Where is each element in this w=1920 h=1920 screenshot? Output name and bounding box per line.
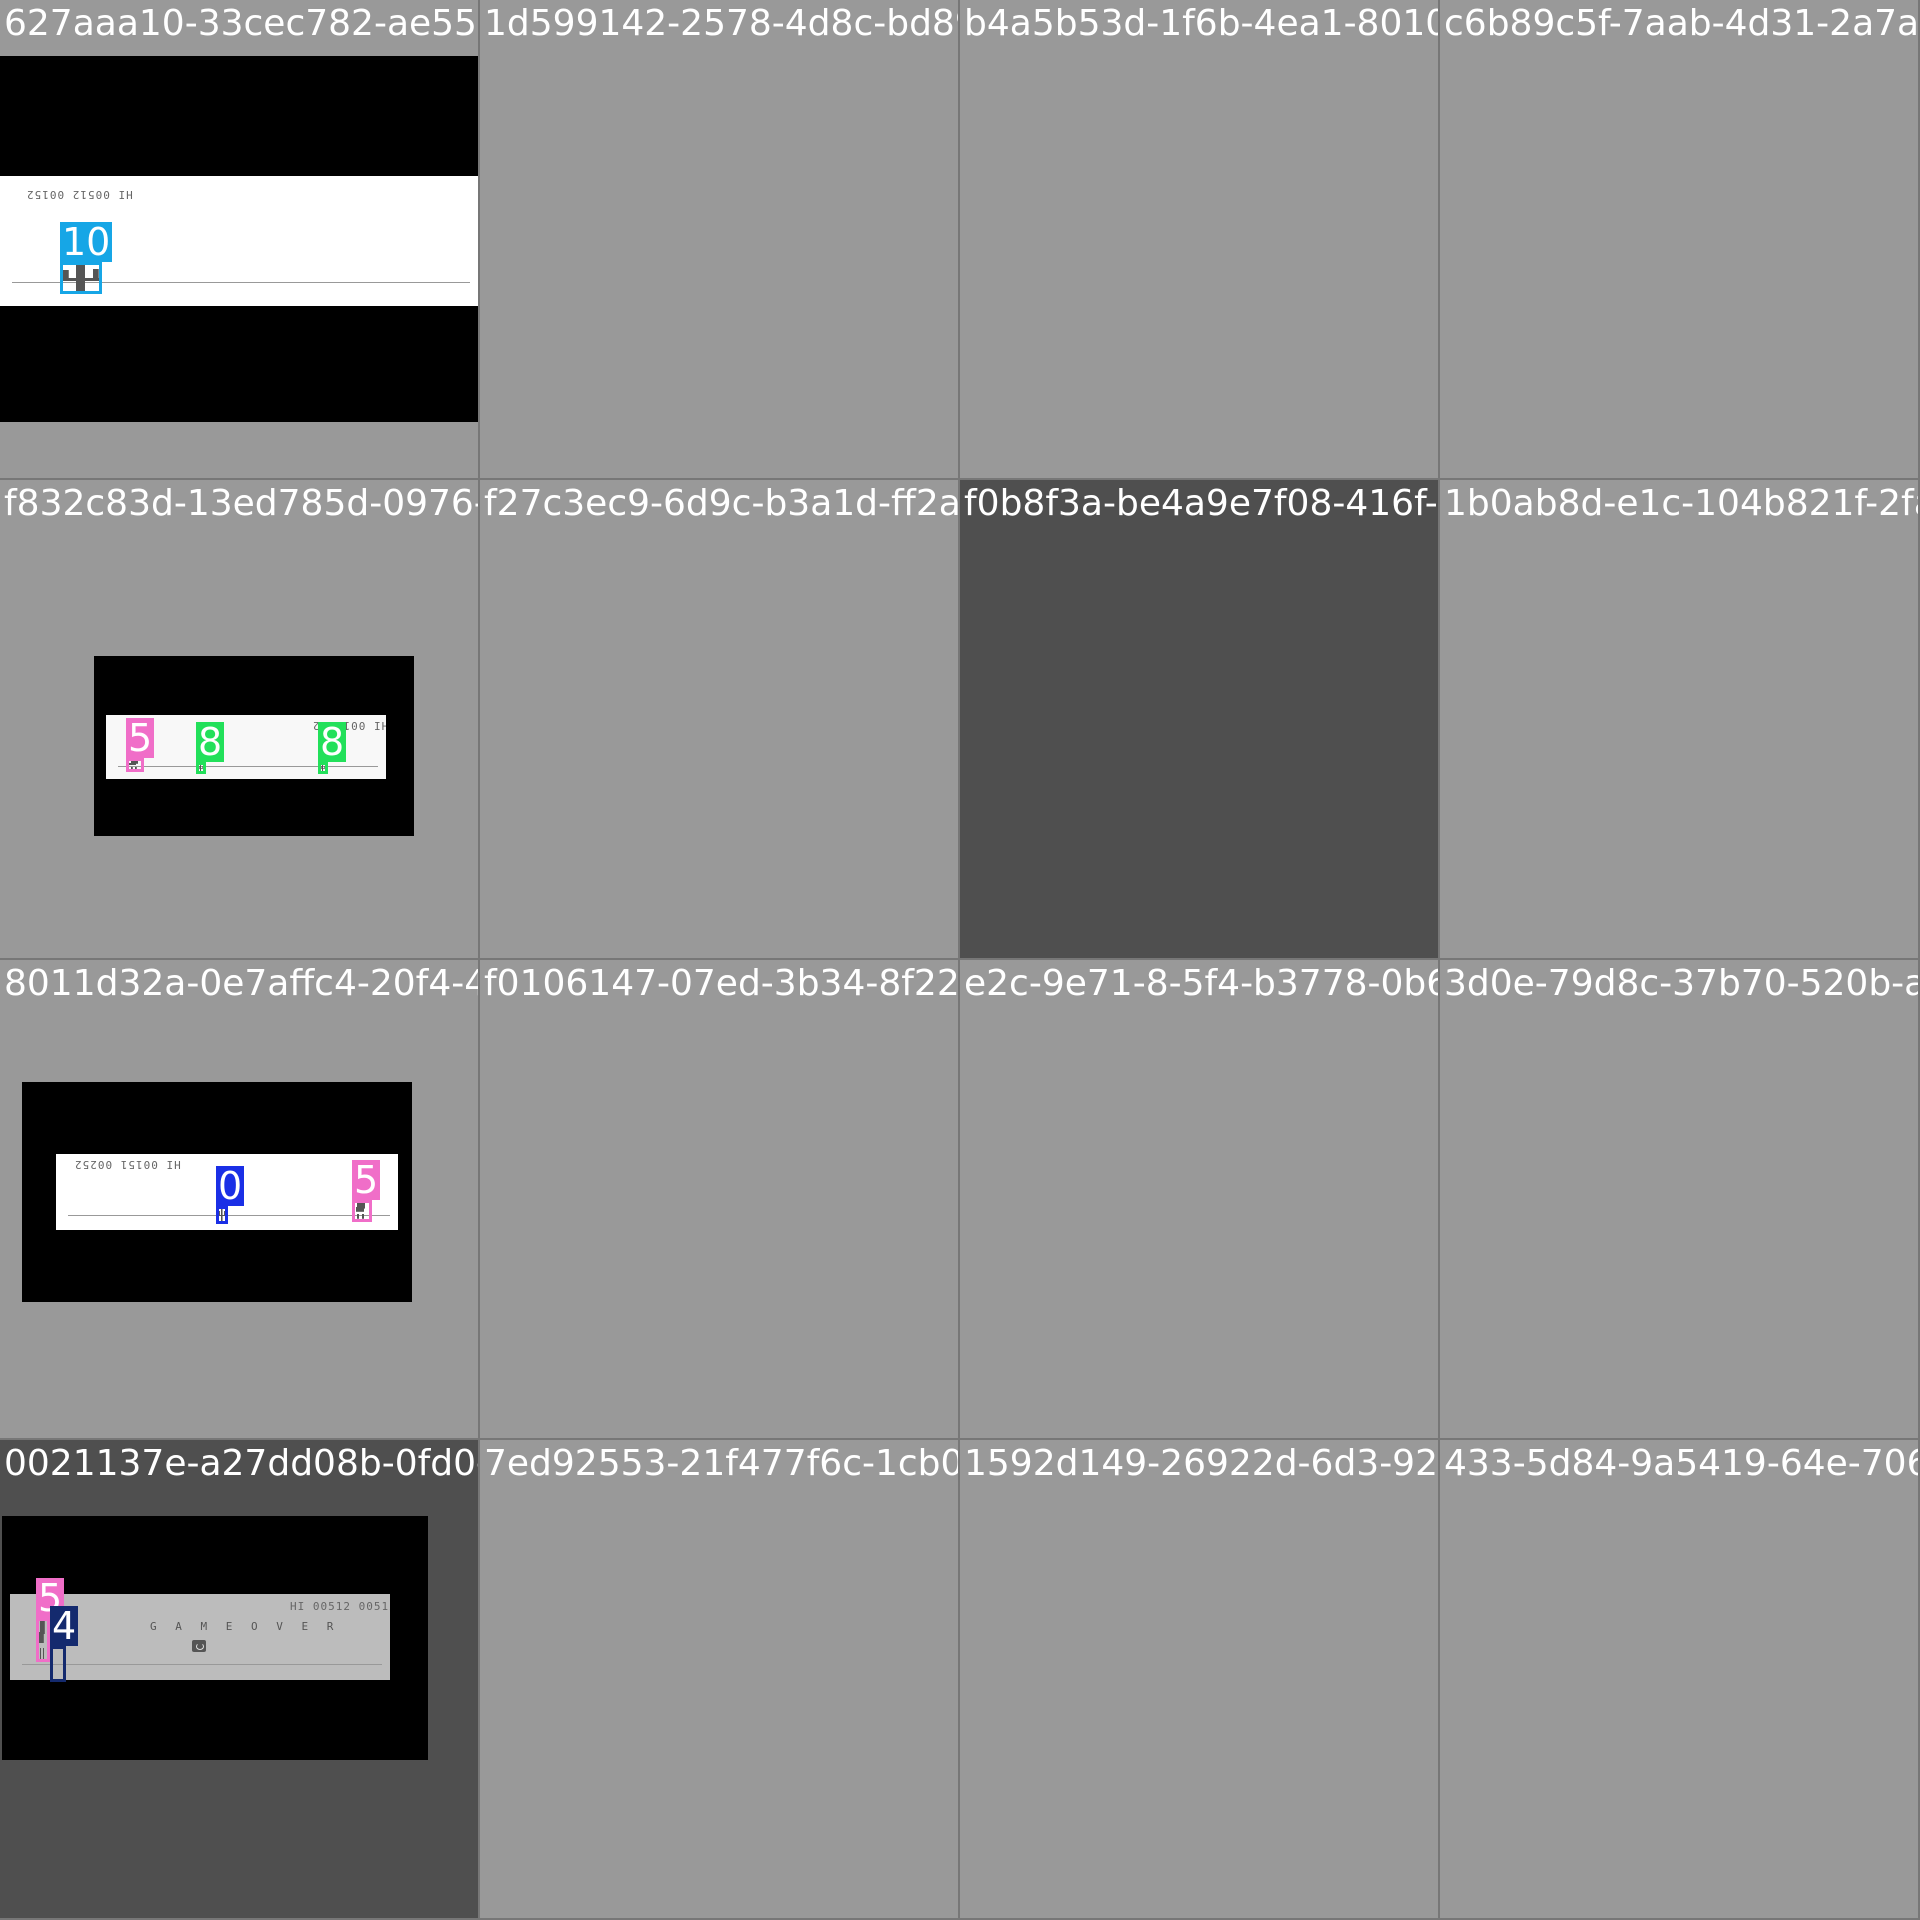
detection-box (318, 762, 328, 774)
detection-box (126, 758, 144, 772)
detection-label: 0 (216, 1164, 245, 1208)
detection-box (36, 1618, 50, 1662)
mosaic-tile: 1d599142-2578-4d8c-bd89-434b-b788-3f6aa1… (480, 0, 958, 478)
cactus-sprite (63, 265, 99, 291)
mosaic-tile: f27c3ec9-6d9c-b3a1d-ff2a-42f2-b8f35-de45… (480, 480, 958, 958)
detection-label: 8 (318, 720, 347, 764)
tile-title: c6b89c5f-7aab-4d31-2a7ae-bd-d3d6-4 (1444, 3, 1918, 44)
mosaic-tile: 8011d32a-0e7affc4-20f4-41c0-b1b1-4d01e58… (0, 960, 478, 1438)
tile-title: f832c83d-13ed785d-0976-4f2e-a556-9b3d125… (4, 483, 478, 524)
mosaic-tile: f0b8f3a-be4a9e7f08-416f-41e6-a851-e7c01d… (960, 480, 1438, 958)
dino-sprite (39, 1621, 47, 1659)
tile-title: 1b0ab8d-e1c-104b821f-2faf-4fc (1444, 483, 1918, 524)
mosaic-tile: 3d0e-79d8c-37b70-520b-afe0-49HI 00512815 (1440, 960, 1918, 1438)
score-display: HI 00512 00512 (290, 1600, 390, 1613)
tile-title: 7ed92553-21f477f6c-1cb0-4f8d-92d1-2e69-2… (484, 1443, 958, 1484)
ground-line (118, 766, 378, 767)
tile-title: f27c3ec9-6d9c-b3a1d-ff2a-42f2-b8f35-de45… (484, 483, 958, 524)
tile-title: 8011d32a-0e7affc4-20f4-41c0-b1b1-4d01e58… (4, 963, 478, 1004)
ground-line (22, 1664, 382, 1665)
tile-title: 3d0e-79d8c-37b70-520b-afe0-49 (1444, 963, 1918, 1004)
detection-box (216, 1206, 228, 1224)
mosaic-tile: 627aaa10-33cec782-ae55-4bcf-99ba-9279404… (0, 0, 478, 478)
tile-title: 0021137e-a27dd08b-0fd0-4c7e-b9235-321f-7… (4, 1443, 478, 1484)
mosaic-tile: 1592d149-26922d-6d3-9222-4f3b-3d8f4-9a5b… (960, 1440, 1438, 1918)
cactus-sprite (199, 765, 203, 771)
tile-title: 1592d149-26922d-6d3-9222-4f3b-3d8f4-9a5b (964, 1443, 1438, 1484)
detection-label: 8 (196, 720, 225, 764)
dino-sprite (129, 761, 141, 769)
mosaic-tile: f832c83d-13ed785d-0976-4f2e-a556-9b3d125… (0, 480, 478, 958)
score-display: HI 00512 00152 (26, 188, 133, 201)
game-over-text: G A M E O V E R (150, 1620, 340, 1633)
detection-label: 5 (126, 716, 155, 760)
mosaic-tile: f0106147-07ed-3b34-8f22-49a2-8671-8-7a97… (480, 960, 958, 1438)
mosaic-tile: 1b0ab8d-e1c-104b821f-2faf-4fcHI 00512 00… (1440, 480, 1918, 958)
tile-title: 433-5d84-9a5419-64e-7062-4 (1444, 1443, 1918, 1484)
mosaic-tile: c6b89c5f-7aab-4d31-2a7ae-bd-d3d6-4HI 002… (1440, 0, 1918, 478)
tile-title: f0106147-07ed-3b34-8f22-49a2-8671-8-7a97… (484, 963, 958, 1004)
tile-title: 627aaa10-33cec782-ae55-4bcf-99ba-9279404… (4, 3, 478, 44)
tile-title: f0b8f3a-be4a9e7f08-416f-41e6-a851-e7c01d… (964, 483, 1438, 524)
detection-box (196, 762, 206, 774)
mosaic-tile: b4a5b53d-1f6b-4ea1-8010-4c65-891-4724-3a… (960, 0, 1438, 478)
detection-box (50, 1646, 66, 1682)
ground-line (12, 282, 470, 283)
cactus-sprite (219, 1209, 225, 1221)
score-display: HI 00151 00252 (74, 1158, 181, 1171)
mosaic-tile: 0021137e-a27dd08b-0fd0-4c7e-b9235-321f-7… (0, 1440, 478, 1918)
ground-line (68, 1215, 390, 1216)
detection-box (60, 262, 102, 294)
detection-box (352, 1200, 372, 1222)
detection-label: 4 (50, 1604, 79, 1648)
mosaic-tile: 433-5d84-9a5419-64e-7062-4HI 00316 00400… (1440, 1440, 1918, 1918)
mosaic-tile: 7ed92553-21f477f6c-1cb0-4f8d-92d1-2e69-2… (480, 1440, 958, 1918)
tile-title: e2c-9e71-8-5f4-b3778-0b6c-48 (964, 963, 1438, 1004)
mosaic-tile: e2c-9e71-8-5f4-b3778-0b6c-48HI 00316 002… (960, 960, 1438, 1438)
detection-label: 5 (352, 1158, 381, 1202)
dino-sprite (355, 1203, 369, 1219)
tile-title: 1d599142-2578-4d8c-bd89-434b-b788-3f6aa1 (484, 3, 958, 44)
tile-title: b4a5b53d-1f6b-4ea1-8010-4c65-891-4724-3a… (964, 3, 1438, 44)
cactus-sprite (321, 765, 325, 771)
restart-icon[interactable] (192, 1640, 206, 1652)
detection-label: 10 (60, 220, 113, 264)
